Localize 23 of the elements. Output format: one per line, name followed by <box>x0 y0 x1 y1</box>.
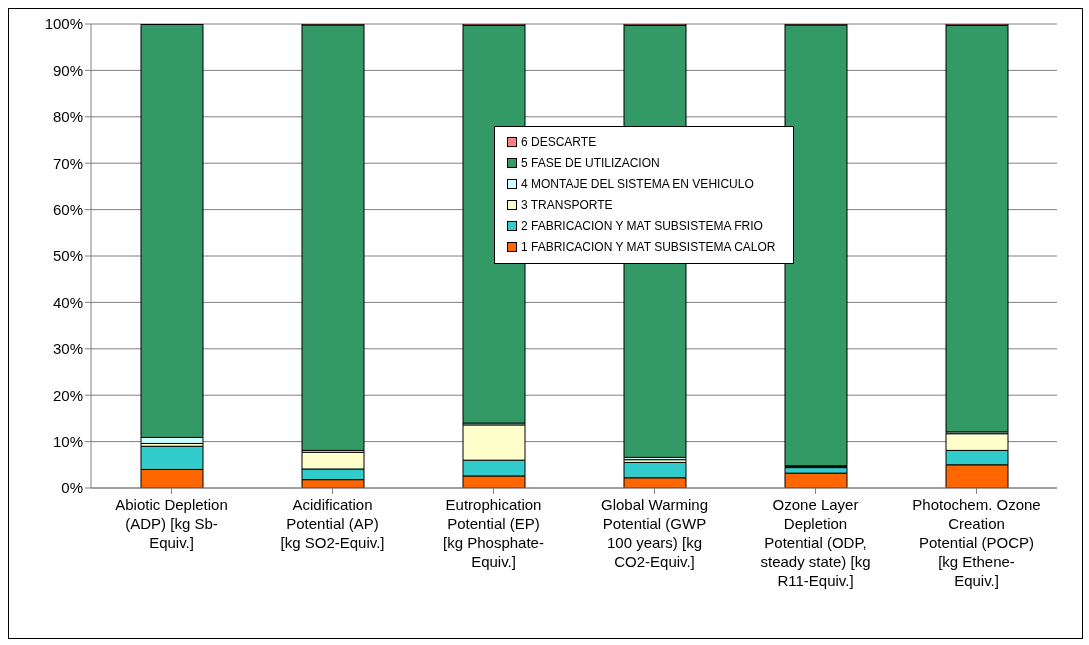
y-tick-label: 30% <box>52 340 83 358</box>
x-tick-label: Abiotic Depletion (ADP) [kg Sb-Equiv.] <box>115 496 228 551</box>
y-tick-label: 10% <box>52 432 83 450</box>
y-tick-label: 100% <box>44 15 83 33</box>
y-tick-label: 80% <box>52 108 83 126</box>
legend-label: 3 TRANSPORTE <box>521 197 613 212</box>
x-tick-label: Eutrophication Potential (EP) [kg Phosphate-Equiv.] <box>443 496 544 570</box>
x-tick-label: Photochem. Ozone Creation Potential (POCP) [kg Ethene-Equiv.] <box>912 496 1041 589</box>
x-tick-label: Global Warming Potential (GWP 100 years) [kg CO2-Equiv.] <box>601 496 708 570</box>
legend-label: 2 FABRICACION Y MAT SUBSISTEMA FRIO <box>521 218 763 233</box>
y-tick-label: 0% <box>61 479 83 497</box>
y-tick-label: 40% <box>52 293 83 311</box>
legend-label: 4 MONTAJE DEL SISTEMA EN VEHICULO <box>521 176 754 191</box>
x-tick-label: Ozone Layer Depletion Potential (ODP, steady state) [kg R11-Equiv.] <box>760 496 871 589</box>
y-tick-label: 20% <box>52 386 83 404</box>
y-tick-label: 50% <box>52 247 83 265</box>
x-tick-label: Acidification Potential (AP) [kg SO2-Equiv.] <box>280 496 385 551</box>
y-tick-label: 70% <box>52 154 83 172</box>
legend-label: 1 FABRICACION Y MAT SUBSISTEMA CALOR <box>521 239 776 254</box>
legend-label: 6 DESCARTE <box>521 134 597 149</box>
legend-label: 5 FASE DE UTILIZACION <box>521 155 660 170</box>
y-tick-label: 90% <box>52 61 83 79</box>
y-tick-label: 60% <box>52 200 83 218</box>
